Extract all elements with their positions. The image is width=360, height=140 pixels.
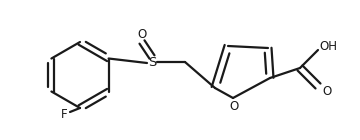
Text: O: O (138, 27, 147, 40)
Text: OH: OH (319, 39, 337, 52)
Text: O: O (229, 100, 239, 113)
Text: O: O (322, 85, 332, 97)
Text: S: S (148, 55, 156, 68)
Text: F: F (61, 108, 67, 121)
